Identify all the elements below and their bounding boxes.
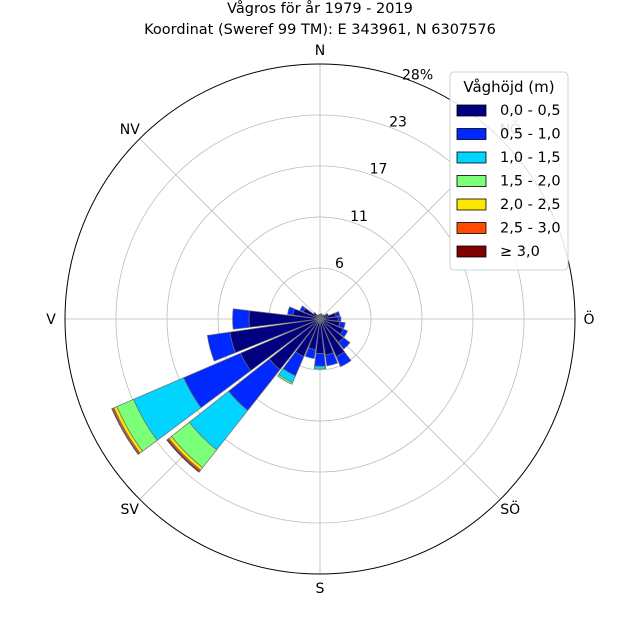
radial-tick-label: 23 <box>389 115 407 131</box>
grid-spoke <box>139 138 321 320</box>
direction-label: Ö <box>583 310 594 328</box>
grid-spoke <box>319 318 501 500</box>
legend-label: 1,5 - 2,0 <box>500 174 561 190</box>
legend-label: 0,5 - 1,0 <box>500 127 561 143</box>
bar-segment-225-bin-6 <box>166 438 201 473</box>
legend-swatch <box>456 175 487 187</box>
legend-title: Våghöjd (m) <box>463 78 554 96</box>
legend-label: 1,0 - 1,5 <box>500 150 561 166</box>
bar-segment-270-bin-1 <box>232 308 250 330</box>
bar-segment-75-bin-1 <box>334 311 341 318</box>
bar-segment-150-bin-1 <box>335 351 352 368</box>
legend: Våghöjd (m) 0,0 - 0,5 0,5 - 1,0 1,0 - 1,5 1,… <box>449 71 569 271</box>
bar-segment-240-bin-6 <box>111 407 140 456</box>
legend-label: 2,5 - 3,0 <box>500 221 561 237</box>
sector-bars <box>111 305 352 473</box>
chart-subtitle: Koordinat (Sweref 99 TM): E 343961, N 63… <box>144 22 496 38</box>
direction-label: S <box>316 581 325 597</box>
legend-swatch <box>456 245 487 258</box>
legend-swatch <box>456 128 487 140</box>
bar-segment-120-bin-1 <box>339 328 349 338</box>
radial-tick-label: 11 <box>350 209 368 225</box>
legend-box <box>449 71 569 271</box>
legend-swatch <box>456 104 487 117</box>
legend-swatch <box>456 222 487 234</box>
bar-segment-210-bin-3 <box>277 374 294 385</box>
direction-label: NV <box>120 122 140 138</box>
radial-tick-label: 17 <box>370 162 388 178</box>
direction-label: N <box>315 43 325 59</box>
bar-segment-255-bin-1 <box>206 331 236 362</box>
radial-tick-label: 28% <box>402 67 433 83</box>
legend-label: ≥ 3,0 <box>500 244 540 260</box>
polar-grid <box>65 64 575 574</box>
legend-label: 0,0 - 0,5 <box>500 103 561 119</box>
bar-segment-135-bin-1 <box>338 337 351 350</box>
bar-segment-165-bin-1 <box>324 352 338 367</box>
bar-segment-180-bin-2 <box>313 365 327 370</box>
legend-label: 2,0 - 2,5 <box>500 197 561 213</box>
bar-segment-195-bin-1 <box>304 347 316 360</box>
legend-swatch <box>456 151 487 164</box>
direction-label: SÖ <box>500 500 520 518</box>
bar-segment-285-bin-1 <box>287 306 296 316</box>
radial-tick-label: 6 <box>335 256 344 272</box>
bar-segment-300-bin-1 <box>299 305 306 313</box>
polar-outer-boundary <box>64 63 576 575</box>
chart-title: Vågros för år 1979 - 2019 <box>227 0 413 17</box>
bar-segment-180-bin-1 <box>314 352 326 367</box>
direction-label: SV <box>121 502 140 518</box>
bar-segment-345-bin-0 <box>317 314 321 320</box>
legend-swatch <box>456 198 487 211</box>
bar-segment-105-bin-1 <box>338 321 346 329</box>
direction-label: V <box>46 312 56 328</box>
bar-segment-90-bin-1 <box>337 316 342 322</box>
